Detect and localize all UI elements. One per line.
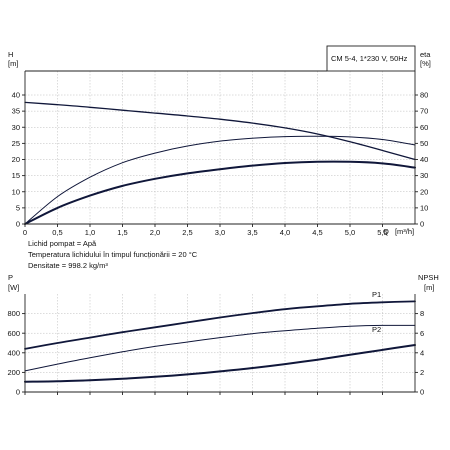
top-right-tick-label: 50 (420, 139, 428, 148)
bottom-left-tick-label: 0 (16, 388, 20, 397)
bottom-left-tick-label: 200 (7, 368, 20, 377)
x-tick-label: 5,5 (377, 228, 387, 237)
x-tick-label: 3,5 (247, 228, 257, 237)
top-x-axis-label: Q [m³/h] (383, 227, 414, 236)
top-right-tick-label: 30 (420, 171, 428, 180)
bottom-right-tick-label: 4 (420, 348, 424, 357)
top-right-tick-label: 80 (420, 91, 428, 100)
bottom-right-tick-label: 0 (420, 388, 424, 397)
series-label-p2: P2 (372, 325, 381, 334)
x-tick-label: 0,5 (52, 228, 62, 237)
top-series-line-2 (24, 135, 416, 225)
top-left-tick-label: 25 (12, 139, 20, 148)
note-liquid: Lichid pompat = Apă (28, 239, 97, 248)
top-grid (25, 71, 415, 225)
bottom-left-axis-unit: [W] (8, 283, 19, 292)
top-left-axis-unit: [m] (8, 59, 18, 68)
x-tick-label: 3,0 (215, 228, 225, 237)
chart-title-box (326, 45, 416, 72)
note-density: Densitate = 998.2 kg/m³ (28, 261, 108, 270)
x-tick-label: 2,0 (150, 228, 160, 237)
top-right-tick-label: 60 (420, 123, 428, 132)
top-right-tick-label: 0 (420, 220, 424, 229)
x-tick-label: 0 (23, 228, 27, 237)
bottom-left-tick-label: 800 (7, 309, 20, 318)
chart-title: CM 5-4, 1*230 V, 50Hz (331, 54, 408, 63)
bottom-ticks: 0 200 400 600 800 0 2 4 6 8 (7, 309, 424, 396)
top-left-tick-label: 10 (12, 187, 20, 196)
x-tick-label: 4,5 (312, 228, 322, 237)
top-right-tick-label: 20 (420, 187, 428, 196)
top-right-tick-label: 40 (420, 155, 428, 164)
top-left-tick-label: 40 (12, 91, 20, 100)
note-temperature: Temperatura lichidului în timpul funcțio… (28, 250, 198, 259)
bottom-series-line-2 (24, 324, 416, 372)
x-tick-label: 5,0 (345, 228, 355, 237)
top-right-tick-label: 10 (420, 203, 428, 212)
top-left-axis-label: H (8, 50, 13, 59)
x-tick-label: 2,5 (182, 228, 192, 237)
top-x-axis-label-unit: [m³/h] (395, 227, 414, 236)
top-left-tick-label: 0 (16, 220, 20, 229)
top-x-axis-label-prefix: Q (383, 227, 389, 236)
top-series-line-3 (24, 160, 416, 225)
top-left-tick-label: 15 (12, 171, 20, 180)
x-tick-label: 4,0 (280, 228, 290, 237)
bottom-grid (25, 294, 415, 393)
top-left-tick-label: 20 (12, 155, 20, 164)
x-tick-label: 1,5 (117, 228, 127, 237)
top-series (24, 101, 416, 225)
bottom-right-tick-label: 6 (420, 329, 424, 338)
top-right-axis-unit: [%] (420, 59, 431, 68)
top-series-line-1 (24, 101, 416, 161)
top-right-tick-label: 70 (420, 107, 428, 116)
bottom-series-line-1 (24, 300, 416, 350)
bottom-right-axis-label: NPSH (418, 273, 439, 282)
bottom-left-axis-label: P (8, 273, 13, 282)
top-left-tick-label: 5 (16, 203, 20, 212)
bottom-right-axis-unit: [m] (424, 283, 434, 292)
top-right-axis-label: eta (420, 50, 431, 59)
bottom-left-tick-label: 600 (7, 329, 20, 338)
top-ticks: 0 0,5 1,0 1,5 2,0 2,5 3,0 3,5 4,0 4,5 5,0 5,5 0 5 10 15… (12, 91, 429, 237)
bottom-series-line-3 (24, 344, 416, 383)
bottom-left-tick-label: 400 (7, 348, 20, 357)
bottom-right-tick-label: 2 (420, 368, 424, 377)
top-left-tick-label: 30 (12, 123, 20, 132)
bottom-right-tick-label: 8 (420, 309, 424, 318)
x-tick-label: 1,0 (85, 228, 95, 237)
top-left-tick-label: 35 (12, 107, 20, 116)
series-label-p1: P1 (372, 290, 381, 299)
bottom-series (24, 300, 416, 383)
